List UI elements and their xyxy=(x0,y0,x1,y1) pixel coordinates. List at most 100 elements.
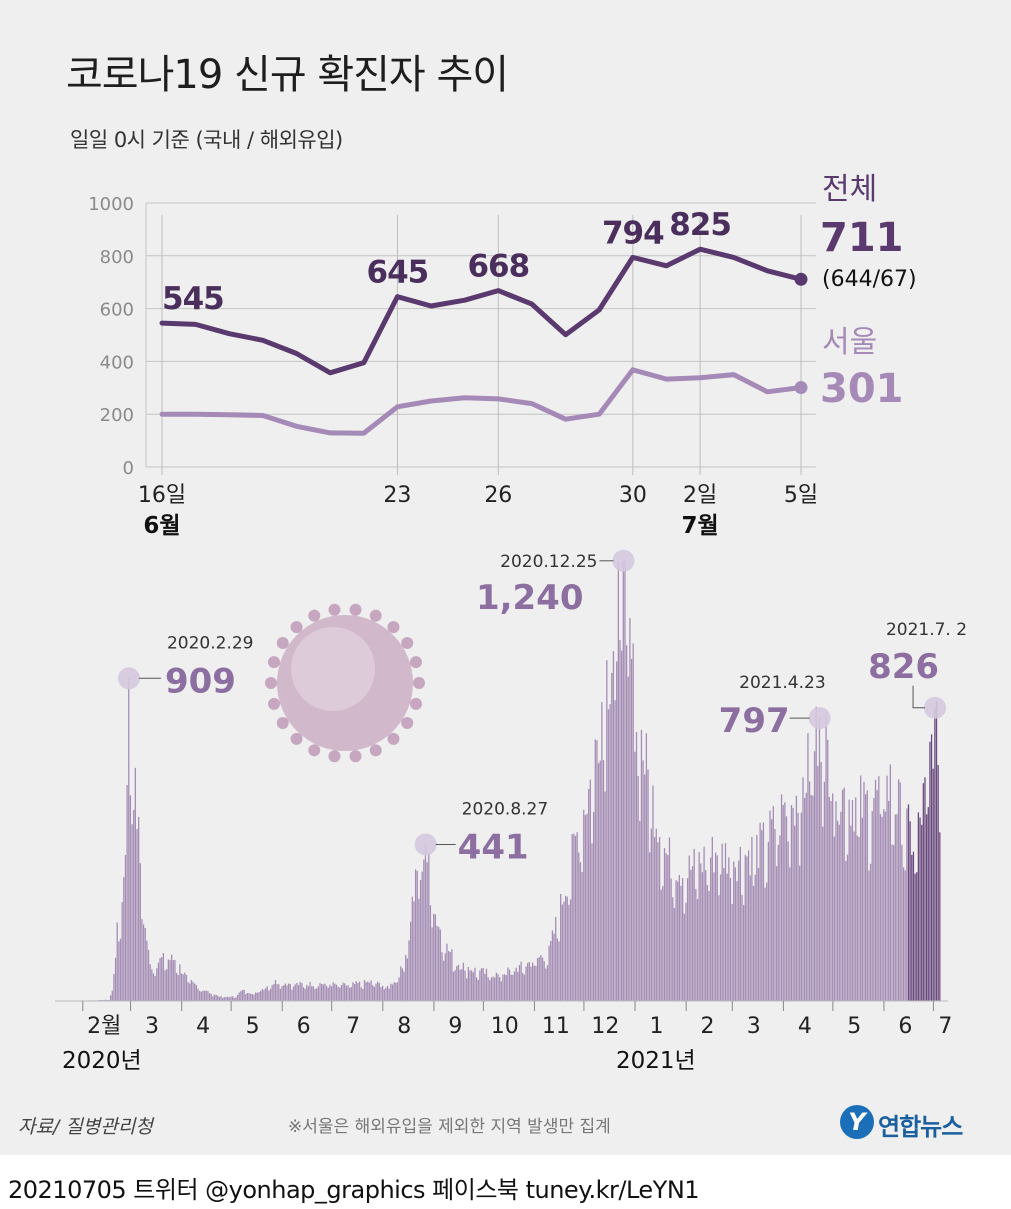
daily-bar xyxy=(335,984,338,1001)
daily-bar xyxy=(238,992,240,1001)
daily-bar xyxy=(261,988,263,1001)
daily-bar xyxy=(833,836,835,1001)
daily-bar xyxy=(172,959,174,1001)
daily-bar xyxy=(327,987,329,1001)
daily-bar xyxy=(878,776,880,1001)
daily-bar xyxy=(914,873,916,1001)
daily-bar xyxy=(253,994,255,1001)
daily-bar xyxy=(909,821,911,1001)
daily-bar xyxy=(779,835,781,1001)
daily-bar xyxy=(797,812,799,1001)
daily-bar xyxy=(611,672,613,1001)
virus-spike-tip xyxy=(387,621,400,634)
daily-bar xyxy=(312,986,315,1001)
daily-bar xyxy=(662,886,664,1001)
daily-bar xyxy=(410,921,412,1001)
virus-highlight xyxy=(291,627,375,711)
daily-bar xyxy=(419,879,422,1001)
daily-bar xyxy=(596,740,598,1001)
daily-bar xyxy=(716,855,718,1001)
daily-bar xyxy=(100,999,102,1001)
daily-bar xyxy=(192,981,194,1001)
daily-bar xyxy=(581,872,583,1001)
daily-bar xyxy=(573,833,575,1001)
daily-bar xyxy=(787,841,789,1001)
daily-bar xyxy=(568,904,570,1001)
total-end-value: 711 xyxy=(820,215,904,261)
daily-bar xyxy=(714,852,717,1001)
daily-bar xyxy=(264,988,267,1001)
daily-bar xyxy=(152,973,155,1001)
daily-bar xyxy=(482,968,484,1001)
year-label-2020: 2020년 xyxy=(62,1048,142,1074)
virus-spike-tip xyxy=(387,732,400,745)
yonhap-logo-text: 연합뉴스 xyxy=(878,1113,963,1141)
daily-bar xyxy=(527,962,529,1001)
daily-bar xyxy=(724,843,727,1001)
daily-bar xyxy=(317,986,319,1001)
daily-bar xyxy=(311,986,313,1001)
daily-bar xyxy=(103,999,105,1001)
daily-bar xyxy=(802,777,804,1001)
daily-bar xyxy=(370,980,372,1001)
peak-leader-line xyxy=(912,685,926,709)
peak-marker xyxy=(924,696,947,719)
peak-date-label: 2021.7. 2 xyxy=(886,620,967,640)
daily-bar xyxy=(607,709,610,1001)
daily-bar xyxy=(686,878,689,1001)
daily-bar xyxy=(523,974,526,1001)
daily-bar xyxy=(230,996,232,1001)
daily-bar xyxy=(210,993,212,1001)
daily-bar xyxy=(151,969,153,1001)
daily-bar xyxy=(372,985,374,1001)
daily-bar xyxy=(789,867,791,1001)
daily-bar xyxy=(939,832,941,1001)
daily-bar xyxy=(927,807,929,1001)
daily-bar xyxy=(360,987,362,1001)
peak-value-label: 797 xyxy=(719,701,790,741)
daily-bar xyxy=(502,974,504,1001)
daily-bar xyxy=(281,986,283,1001)
daily-bar xyxy=(808,781,811,1001)
daily-bar xyxy=(541,957,544,1001)
daily-bar xyxy=(569,899,572,1001)
data-label: 545 xyxy=(162,281,224,317)
daily-bar xyxy=(769,810,771,1001)
daily-bar xyxy=(248,993,250,1001)
peak-value-label: 1,240 xyxy=(476,578,584,618)
total-end-breakdown: (644/67) xyxy=(822,267,917,292)
daily-bar xyxy=(185,974,188,1001)
daily-bar xyxy=(563,901,565,1001)
daily-bar xyxy=(583,809,585,1001)
daily-bar xyxy=(815,706,817,1001)
daily-bar xyxy=(194,983,196,1001)
daily-bar xyxy=(347,985,349,1001)
daily-bar xyxy=(705,870,707,1001)
daily-bar xyxy=(113,973,115,1001)
daily-bar xyxy=(385,987,387,1001)
daily-bar xyxy=(362,988,364,1001)
daily-bar xyxy=(911,854,913,1001)
daily-bar xyxy=(718,895,720,1001)
daily-bar xyxy=(899,782,901,1001)
total-series-line xyxy=(159,246,804,376)
daily-bar xyxy=(459,969,461,1001)
daily-bar xyxy=(924,777,926,1001)
daily-bar xyxy=(464,970,466,1001)
daily-bar xyxy=(726,873,728,1001)
month-tick-label: 3 xyxy=(747,1014,761,1039)
daily-bar xyxy=(599,760,601,1001)
month-tick-label: 7 xyxy=(346,1014,360,1039)
month-tick-label: 6 xyxy=(898,1014,912,1039)
daily-bar xyxy=(930,734,933,1001)
peak-value-label: 826 xyxy=(868,647,939,687)
data-label: 645 xyxy=(367,255,429,291)
daily-bar xyxy=(190,980,193,1001)
daily-bar xyxy=(658,836,661,1001)
daily-bar xyxy=(195,985,197,1001)
month-tick-label: 6 xyxy=(297,1014,311,1039)
daily-bar xyxy=(259,991,262,1001)
daily-bar xyxy=(901,844,903,1001)
daily-bar xyxy=(447,951,450,1001)
daily-bar xyxy=(747,850,750,1001)
